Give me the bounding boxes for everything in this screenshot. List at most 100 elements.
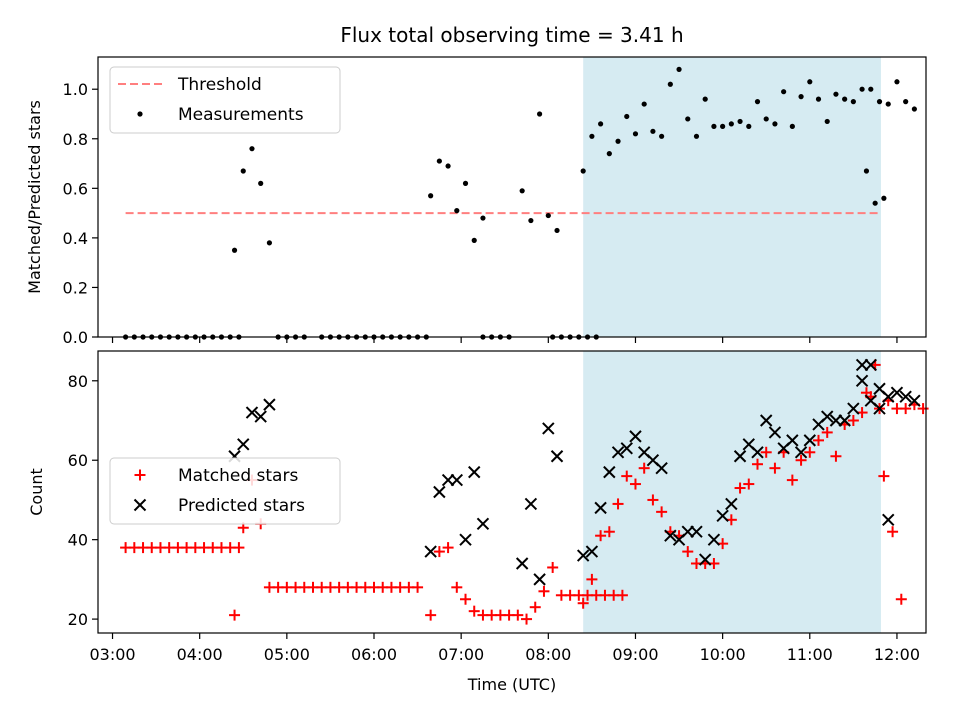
measurement-point <box>615 138 621 144</box>
x-tick-label: 07:00 <box>438 645 484 664</box>
measurement-point <box>580 168 586 174</box>
matched-point <box>917 403 929 415</box>
measurement-point <box>815 96 822 102</box>
measurement-point <box>598 121 604 127</box>
top-x-axis <box>111 337 898 343</box>
measurement-point <box>537 111 543 117</box>
y-tick-label: 0.0 <box>63 328 88 347</box>
matched-point <box>529 601 541 613</box>
matched-points <box>120 359 929 625</box>
predicted-point <box>864 358 878 372</box>
measurement-point <box>428 193 434 199</box>
matched-point <box>595 530 607 542</box>
bottom-axes-frame <box>97 350 927 634</box>
matched-point <box>821 426 833 438</box>
y-tick-label: 0.8 <box>63 130 88 149</box>
measurement-point <box>720 123 726 129</box>
predicted-point <box>620 442 633 455</box>
y-tick-label: 20 <box>68 610 88 629</box>
measurement-point <box>454 208 460 214</box>
x-tick-label: 10:00 <box>700 645 746 664</box>
predicted-point <box>768 426 782 439</box>
matched-point <box>229 609 241 621</box>
measurement-point <box>685 116 691 122</box>
predicted-point <box>237 438 250 451</box>
matched-point <box>760 446 772 458</box>
bottom-legend: Matched stars Predicted stars <box>109 457 341 525</box>
measurement-point <box>824 118 830 125</box>
matched-point <box>460 593 472 605</box>
x-tick-label: 04:00 <box>177 645 223 664</box>
measurement-point <box>462 180 469 186</box>
legend-threshold-label: Threshold <box>177 75 262 95</box>
measurement-point <box>781 89 787 95</box>
x-tick-label: 06:00 <box>351 645 397 664</box>
legend-predicted-marker <box>133 498 147 512</box>
predicted-point <box>603 465 616 479</box>
matched-point <box>743 478 755 490</box>
predicted-point <box>786 434 799 447</box>
predicted-point <box>655 461 668 475</box>
y-tick-label: 1.0 <box>63 80 88 99</box>
predicted-point <box>263 398 276 411</box>
predicted-point <box>882 513 895 527</box>
top-legend-box <box>109 66 341 134</box>
measurement-point <box>528 217 534 224</box>
legend-measurement-label: Measurements <box>178 105 304 125</box>
measurement-point <box>903 99 909 105</box>
top-highlight-span <box>583 57 881 337</box>
y-tick-label: 80 <box>68 372 88 391</box>
measurement-point <box>868 86 874 92</box>
predicted-point <box>873 382 886 395</box>
measurement-point <box>702 96 708 102</box>
predicted-point <box>476 517 490 530</box>
y-tick-label: 0.4 <box>63 229 88 248</box>
predicted-point <box>725 497 738 511</box>
measurement-point <box>545 212 551 219</box>
measurement-point <box>676 66 682 72</box>
matched-point <box>900 403 912 415</box>
predicted-point <box>821 410 834 423</box>
legend-matched-marker <box>134 469 146 481</box>
x-tick-label: 12:00 <box>874 645 920 664</box>
measurement-point <box>606 151 612 157</box>
measurement-point <box>436 158 442 164</box>
top-panel: 0.0 0.2 0.4 0.6 0.8 1.0 Matched/Predicted sta… <box>25 56 927 347</box>
predicted-point <box>838 414 851 427</box>
measurement-point <box>842 96 848 102</box>
measurement-point <box>445 163 451 169</box>
predicted-point <box>794 446 808 459</box>
measurement-point <box>240 168 246 174</box>
predicted-point <box>533 573 546 586</box>
legend-predicted-label: Predicted stars <box>178 496 305 516</box>
matched-point <box>538 585 550 597</box>
predicted-point <box>611 446 625 459</box>
measurement-point <box>519 188 525 194</box>
measurement-point <box>711 123 717 129</box>
measurement-point <box>746 123 752 129</box>
bottom-highlight-span <box>583 351 881 633</box>
bottom-legend-box <box>109 457 341 525</box>
predicted-point <box>450 473 464 487</box>
matched-point <box>813 434 825 446</box>
predicted-point <box>468 465 481 479</box>
matched-point <box>577 597 589 609</box>
predicted-point <box>908 394 921 407</box>
measurement-point <box>249 146 255 152</box>
matched-point <box>233 542 245 554</box>
measurement-point <box>754 99 761 105</box>
top-y-axis: 0.0 0.2 0.4 0.6 0.8 1.0 <box>63 80 98 347</box>
matched-point <box>451 581 463 593</box>
legend-measurement-swatch <box>137 111 143 117</box>
measurement-point <box>632 131 639 137</box>
x-tick-label: 09:00 <box>612 645 658 664</box>
measurement-point <box>872 200 878 206</box>
predicted-point <box>760 414 773 427</box>
measurement-point <box>693 133 700 139</box>
legend-matched-swatch <box>134 469 146 481</box>
matched-point <box>795 454 807 466</box>
measurement-point <box>798 94 804 100</box>
measurement-point <box>728 121 734 127</box>
measurement-point <box>894 79 900 85</box>
